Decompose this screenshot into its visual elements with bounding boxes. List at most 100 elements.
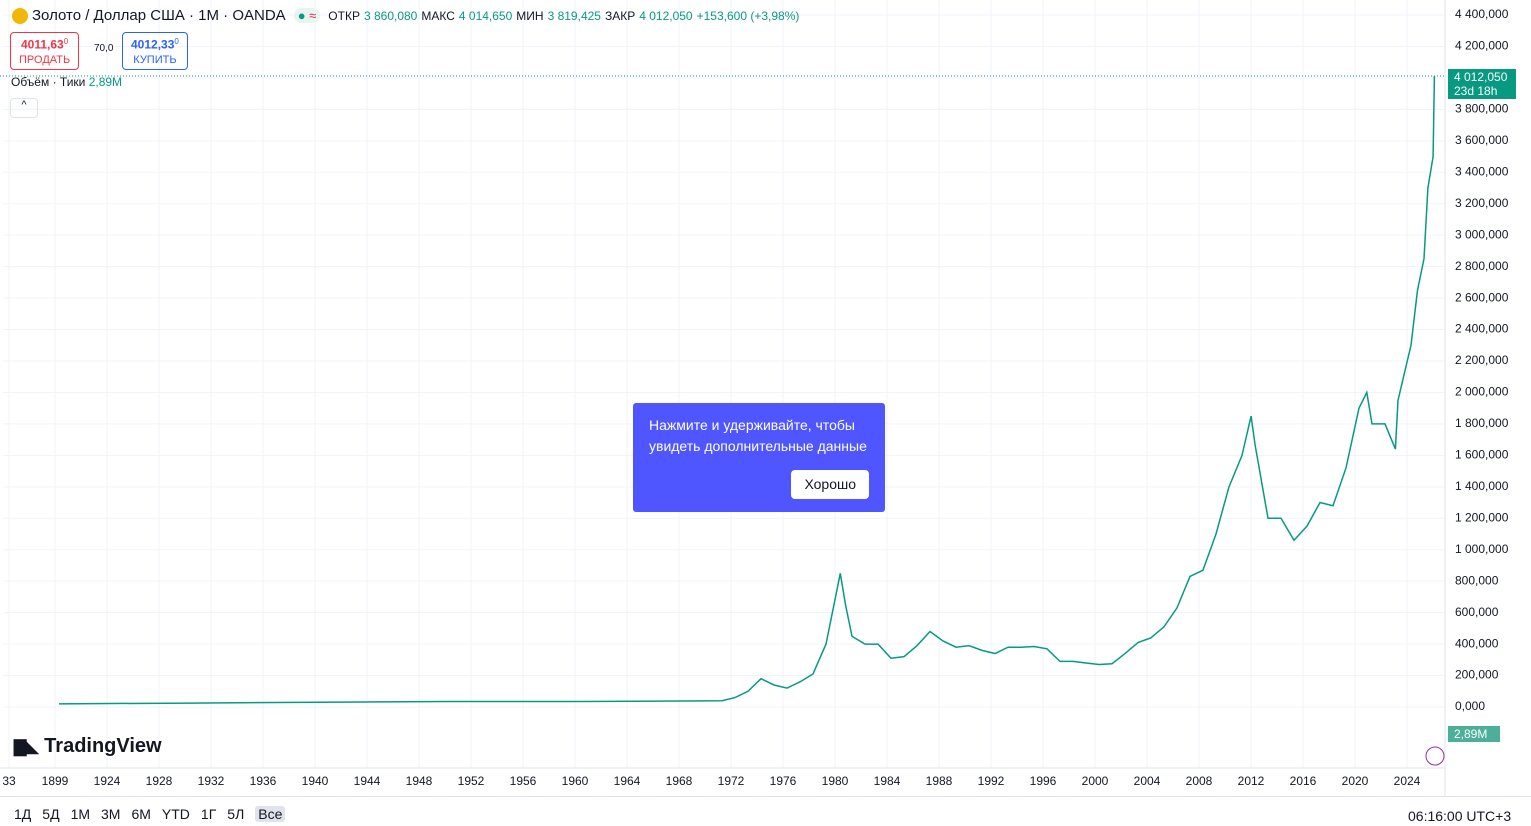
low-label: МИН — [516, 8, 544, 23]
range-button[interactable]: 1Д — [14, 806, 32, 822]
volume-legend: Объём · Тики 2,89M — [11, 75, 122, 89]
x-tick-label: 2008 — [1186, 774, 1213, 788]
y-tick-label: 1 800,000 — [1455, 416, 1509, 430]
header: Золото / Доллар США · 1M · OANDA ● ≈ ОТК… — [12, 7, 799, 24]
open: 3 860,080 — [363, 8, 418, 23]
y-tick-label: 3 400,000 — [1455, 164, 1509, 178]
y-tick-label: 0,000 — [1455, 699, 1485, 713]
volume-value: 2,89M — [88, 75, 123, 89]
x-tick-label: 1972 — [718, 774, 745, 788]
y-tick-label: 400,000 — [1455, 636, 1499, 650]
y-tick-label: 3 800,000 — [1455, 102, 1509, 116]
sell-label: ПРОДАТЬ — [19, 53, 71, 66]
high: 4 014,650 — [458, 8, 513, 23]
y-tick-label: 2 200,000 — [1455, 353, 1509, 367]
x-tick-label: 1956 — [510, 774, 537, 788]
buy-sup: 0 — [174, 37, 179, 46]
x-tick-label: 1984 — [874, 774, 901, 788]
symbol-icon — [12, 7, 28, 24]
status: ● ≈ — [293, 8, 321, 23]
open-label: ОТКР — [328, 8, 360, 23]
range-button[interactable]: 1М — [70, 806, 91, 822]
price-tag-price: 4 012,050 — [1454, 70, 1508, 84]
y-tick-label: 1 400,000 — [1455, 479, 1509, 493]
x-tick-label: 1928 — [146, 774, 173, 788]
tooltip: Нажмите и удерживайте, чтобы увидеть допо… — [633, 403, 885, 512]
x-tick-label: 2000 — [1082, 774, 1109, 788]
range-button[interactable]: YTD — [161, 806, 190, 822]
y-tick-label: 4 200,000 — [1455, 39, 1509, 53]
range-button[interactable]: Все — [255, 806, 286, 822]
sell-sup: 0 — [63, 37, 69, 46]
symbol[interactable]: Золото / Доллар США · 1M · OANDA — [32, 7, 286, 24]
tooltip-line: увидеть дополнительные данные — [649, 438, 867, 454]
y-tick-label: 600,000 — [1455, 605, 1499, 619]
x-tick-label: 2012 — [1238, 774, 1265, 788]
high-label: МАКС — [421, 8, 455, 23]
ok-button[interactable]: Хорошо — [791, 470, 869, 499]
y-tick-label: 2 800,000 — [1455, 259, 1509, 273]
x-tick-label: 1960 — [562, 774, 589, 788]
tooltip-text: Нажмите и удерживайте, чтобы увидеть допо… — [633, 403, 885, 457]
x-tick-label: 1944 — [354, 774, 381, 788]
y-tick-label: 1 600,000 — [1455, 448, 1509, 462]
x-tick-label: 1964 — [614, 774, 641, 788]
sell-price: 4011,63 — [21, 37, 64, 52]
x-tick-label: 2020 — [1342, 774, 1369, 788]
y-tick-label: 200,000 — [1455, 668, 1499, 682]
price-tag: 4 012,050 23d 18h — [1448, 69, 1516, 99]
flash-icon — [1425, 746, 1445, 766]
x-tick-label: 2016 — [1290, 774, 1317, 788]
y-tick-label: 1 000,000 — [1455, 542, 1509, 556]
y-tick-label: 3 200,000 — [1455, 196, 1509, 210]
change: +153,600 (+3,98%) — [696, 8, 800, 23]
y-tick-label: 2 400,000 — [1455, 322, 1509, 336]
y-tick-label: 2 000,000 — [1455, 385, 1509, 399]
y-tick-label: 800,000 — [1455, 573, 1499, 587]
y-tick-label: 4 400,000 — [1455, 7, 1509, 21]
x-tick-label: 2004 — [1134, 774, 1161, 788]
range-button[interactable]: 6М — [131, 806, 151, 822]
tooltip-line: Нажмите и удерживайте, чтобы — [649, 417, 855, 433]
y-tick-label: 2 600,000 — [1455, 290, 1509, 304]
x-tick-label: 1996 — [1030, 774, 1057, 788]
x-tick-label: 1940 — [302, 774, 329, 788]
y-tick-label: 3 600,000 — [1455, 133, 1509, 147]
range-button[interactable]: 1Г — [200, 806, 217, 822]
volume-title: Объём · Тики — [11, 75, 86, 89]
low: 3 819,425 — [547, 8, 601, 23]
buy-label: КУПИТЬ — [133, 53, 177, 66]
close: 4 012,050 — [639, 8, 693, 23]
range-button[interactable]: 5Д — [42, 806, 60, 822]
y-tick-label: 1 200,000 — [1455, 510, 1509, 524]
volume-tag: 2,89M — [1448, 726, 1500, 742]
x-tick-label: 1976 — [770, 774, 797, 788]
logo-text: TradingView — [44, 735, 162, 757]
toolbar-divider — [0, 796, 1531, 797]
x-tick-label: 1932 — [198, 774, 225, 788]
spread: 70,0 — [94, 43, 114, 54]
y-tick-label: 3 000,000 — [1455, 227, 1509, 241]
logo: ▇◣ TradingView — [14, 735, 162, 757]
x-tick-label: 1924 — [94, 774, 121, 788]
x-tick-label: 1988 — [926, 774, 953, 788]
sell-button[interactable]: 4011,630 ПРОДАТЬ — [10, 32, 80, 70]
range-button[interactable]: 3М — [101, 806, 121, 822]
x-tick-label: 1980 — [822, 774, 849, 788]
range-toolbar: 1Д 5Д 1М 3М 6М YTD 1Г 5Л Все — [14, 806, 286, 822]
clock[interactable]: 06:16:00 UTC+3 — [1408, 808, 1512, 824]
range-button[interactable]: 5Л — [227, 806, 245, 822]
buy-button[interactable]: 4012,330 КУПИТЬ — [122, 32, 188, 70]
collapse-button[interactable]: ^ — [10, 98, 38, 118]
x-tick-label: 1968 — [666, 774, 693, 788]
close-label: ЗАКР — [604, 8, 636, 23]
x-tick-label: 1948 — [406, 774, 433, 788]
x-tick-label: 1936 — [250, 774, 277, 788]
price-line — [58, 76, 1436, 705]
x-tick-label: 33 — [2, 774, 16, 788]
x-tick-label: 2024 — [1394, 774, 1421, 788]
x-tick-label: 1899 — [42, 774, 69, 788]
countdown: 23d 18h — [1454, 84, 1498, 98]
